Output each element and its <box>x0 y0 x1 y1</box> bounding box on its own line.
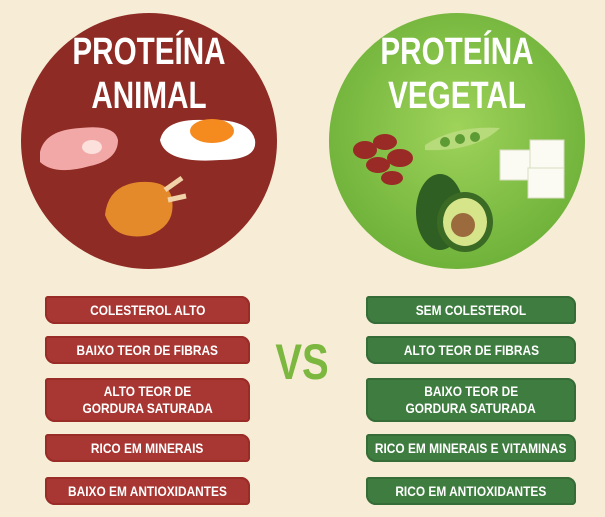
comparison-banner: COLESTEROL ALTO <box>45 296 250 324</box>
banner-text: ALTO TEOR DE <box>103 383 192 399</box>
title-line: PROTEÍNA <box>380 31 534 73</box>
banner-text: SEM COLESTEROL <box>415 301 527 318</box>
animal-circle <box>21 13 277 269</box>
egg-icon <box>160 119 256 161</box>
banner-text: GORDURA SATURADA <box>405 400 537 416</box>
steak-icon <box>40 127 118 171</box>
comparison-banner: BAIXO TEOR DE GORDURA SATURADA <box>366 378 576 422</box>
comparison-banner: SEM COLESTEROL <box>366 296 576 324</box>
comparison-banner: BAIXO EM ANTIOXIDANTES <box>45 477 250 505</box>
tofu-icon <box>499 139 565 199</box>
banner-text: RICO EM MINERAIS E VITAMINAS <box>375 439 567 456</box>
title-line: ANIMAL <box>91 75 207 117</box>
animal-title: PROTEÍNA ANIMAL <box>55 30 242 118</box>
vegetal-title: PROTEÍNA VEGETAL <box>363 30 550 118</box>
vs-label: VS <box>275 334 329 390</box>
peas-icon <box>425 127 500 151</box>
comparison-banner: BAIXO TEOR DE FIBRAS <box>45 336 250 364</box>
banner-text: BAIXO EM ANTIOXIDANTES <box>68 482 227 499</box>
banner-text: BAIXO TEOR DE FIBRAS <box>76 341 219 358</box>
comparison-banner: ALTO TEOR DE FIBRAS <box>366 336 576 364</box>
title-line: VEGETAL <box>388 75 526 117</box>
comparison-banner: ALTO TEOR DE GORDURA SATURADA <box>45 378 250 422</box>
chicken-icon <box>105 175 187 237</box>
banner-text: ALTO TEOR DE FIBRAS <box>403 341 539 358</box>
comparison-banner: RICO EM ANTIOXIDANTES <box>366 477 576 505</box>
banner-text: COLESTEROL ALTO <box>89 301 206 318</box>
avocado-icon <box>416 174 493 252</box>
banner-text: RICO EM MINERAIS <box>91 439 204 456</box>
title-line: PROTEÍNA <box>72 31 226 73</box>
banner-text: RICO EM ANTIOXIDANTES <box>395 482 547 499</box>
banner-text: GORDURA SATURADA <box>82 400 213 416</box>
comparison-banner: RICO EM MINERAIS <box>45 434 250 462</box>
beans-icon <box>353 134 413 185</box>
comparison-banner: RICO EM MINERAIS E VITAMINAS <box>366 434 576 462</box>
banner-text: BAIXO TEOR DE <box>424 383 518 399</box>
